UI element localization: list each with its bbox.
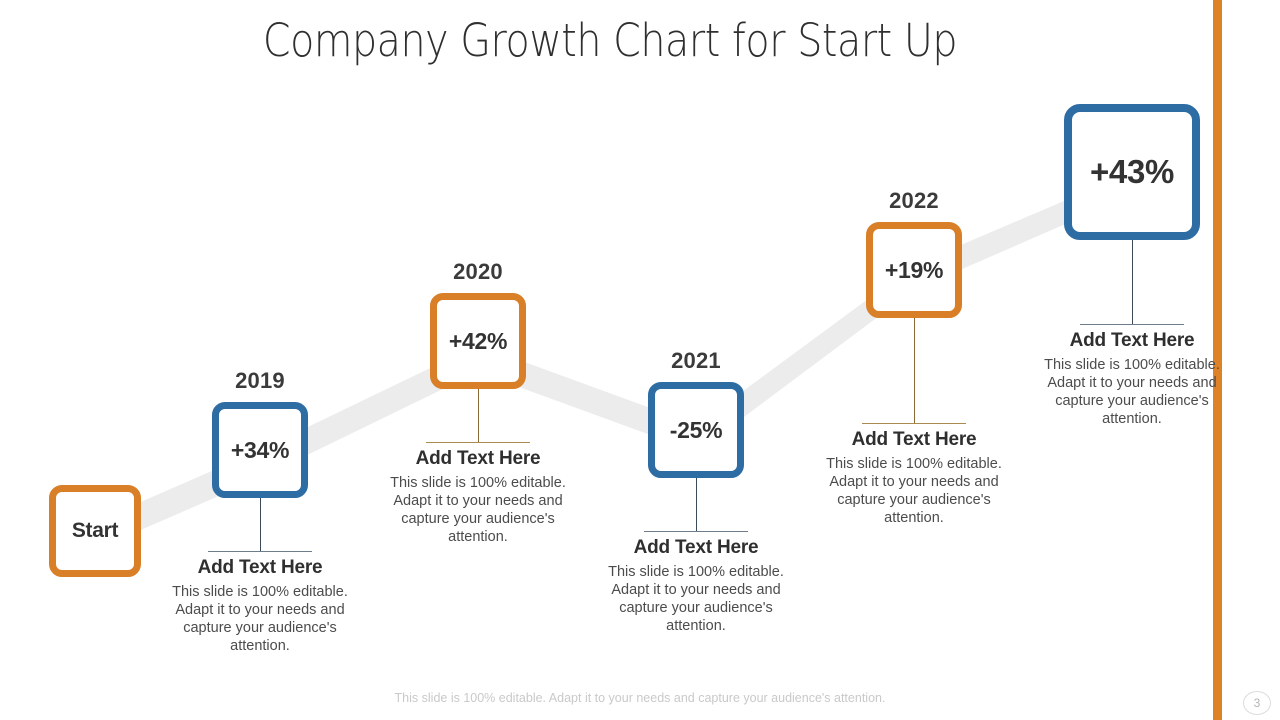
milestone-2020-value: +42%: [448, 327, 508, 354]
milestone-2019-caption-title: Add Text Here: [197, 557, 323, 578]
milestone-2022[interactable]: 2022 +19% Add Text Here This slide is 10…: [814, 188, 1014, 527]
start-node-box[interactable]: Start: [49, 485, 141, 577]
milestone-2019[interactable]: 2019 +34% Add Text Here This slide is 10…: [160, 368, 360, 655]
caption-divider: [862, 423, 966, 424]
caption-divider: [1080, 324, 1184, 325]
milestone-2021-caption: Add Text Here This slide is 100% editabl…: [596, 531, 796, 635]
milestone-final-value: +43%: [1089, 153, 1175, 190]
milestone-final-box[interactable]: +43%: [1064, 104, 1200, 240]
right-accent-bar: [1213, 0, 1222, 720]
milestone-2019-box[interactable]: +34%: [212, 402, 308, 498]
caption-divider: [208, 551, 312, 552]
milestone-2021-value: -25%: [669, 416, 723, 443]
milestone-2019-connector: [259, 498, 261, 551]
milestone-2020-caption-body: This slide is 100% editable. Adapt it to…: [390, 475, 566, 545]
milestone-2021-year: 2021: [671, 348, 721, 373]
milestone-2019-caption-body: This slide is 100% editable. Adapt it to…: [172, 584, 348, 654]
milestone-2022-caption-body: This slide is 100% editable. Adapt it to…: [826, 456, 1002, 526]
milestone-2021-caption-body: This slide is 100% editable. Adapt it to…: [608, 564, 784, 634]
milestone-2022-caption: Add Text Here This slide is 100% editabl…: [814, 423, 1014, 527]
page-number-badge: 3: [1243, 691, 1271, 715]
milestone-2021-caption-title: Add Text Here: [633, 537, 759, 558]
milestone-final-caption-body: This slide is 100% editable. Adapt it to…: [1044, 357, 1220, 427]
milestone-2019-caption: Add Text Here This slide is 100% editabl…: [160, 551, 360, 655]
milestone-final-caption-title: Add Text Here: [1069, 330, 1195, 351]
milestone-2020-box[interactable]: +42%: [430, 293, 526, 389]
milestone-2022-year: 2022: [889, 188, 939, 213]
milestone-2019-value: +34%: [230, 436, 290, 463]
milestone-2021-connector: [695, 478, 697, 531]
milestone-2022-caption-title: Add Text Here: [851, 429, 977, 450]
start-node-label: Start: [71, 519, 119, 542]
milestone-2020-connector: [477, 389, 479, 442]
milestone-final-caption: Add Text Here This slide is 100% editabl…: [1032, 324, 1232, 428]
caption-divider: [426, 442, 530, 443]
milestone-2020[interactable]: 2020 +42% Add Text Here This slide is 10…: [378, 259, 578, 546]
caption-divider: [644, 531, 748, 532]
milestone-2022-value: +19%: [884, 256, 944, 283]
footer-note: This slide is 100% editable. Adapt it to…: [394, 691, 886, 705]
milestone-2022-connector: [913, 318, 915, 423]
milestone-2021-box[interactable]: -25%: [648, 382, 744, 478]
milestone-2020-caption: Add Text Here This slide is 100% editabl…: [378, 442, 578, 546]
milestone-final[interactable]: +43% Add Text Here This slide is 100% ed…: [1032, 104, 1232, 428]
milestone-2022-box[interactable]: +19%: [866, 222, 962, 318]
page-title: Company Growth Chart for Start Up: [262, 14, 958, 67]
milestone-2020-year: 2020: [453, 259, 503, 284]
milestone-2021[interactable]: 2021 -25% Add Text Here This slide is 10…: [596, 348, 796, 635]
milestone-2019-year: 2019: [235, 368, 285, 393]
milestone-final-connector: [1131, 240, 1133, 324]
start-node[interactable]: Start: [0, 485, 195, 577]
milestone-2020-caption-title: Add Text Here: [415, 448, 541, 469]
